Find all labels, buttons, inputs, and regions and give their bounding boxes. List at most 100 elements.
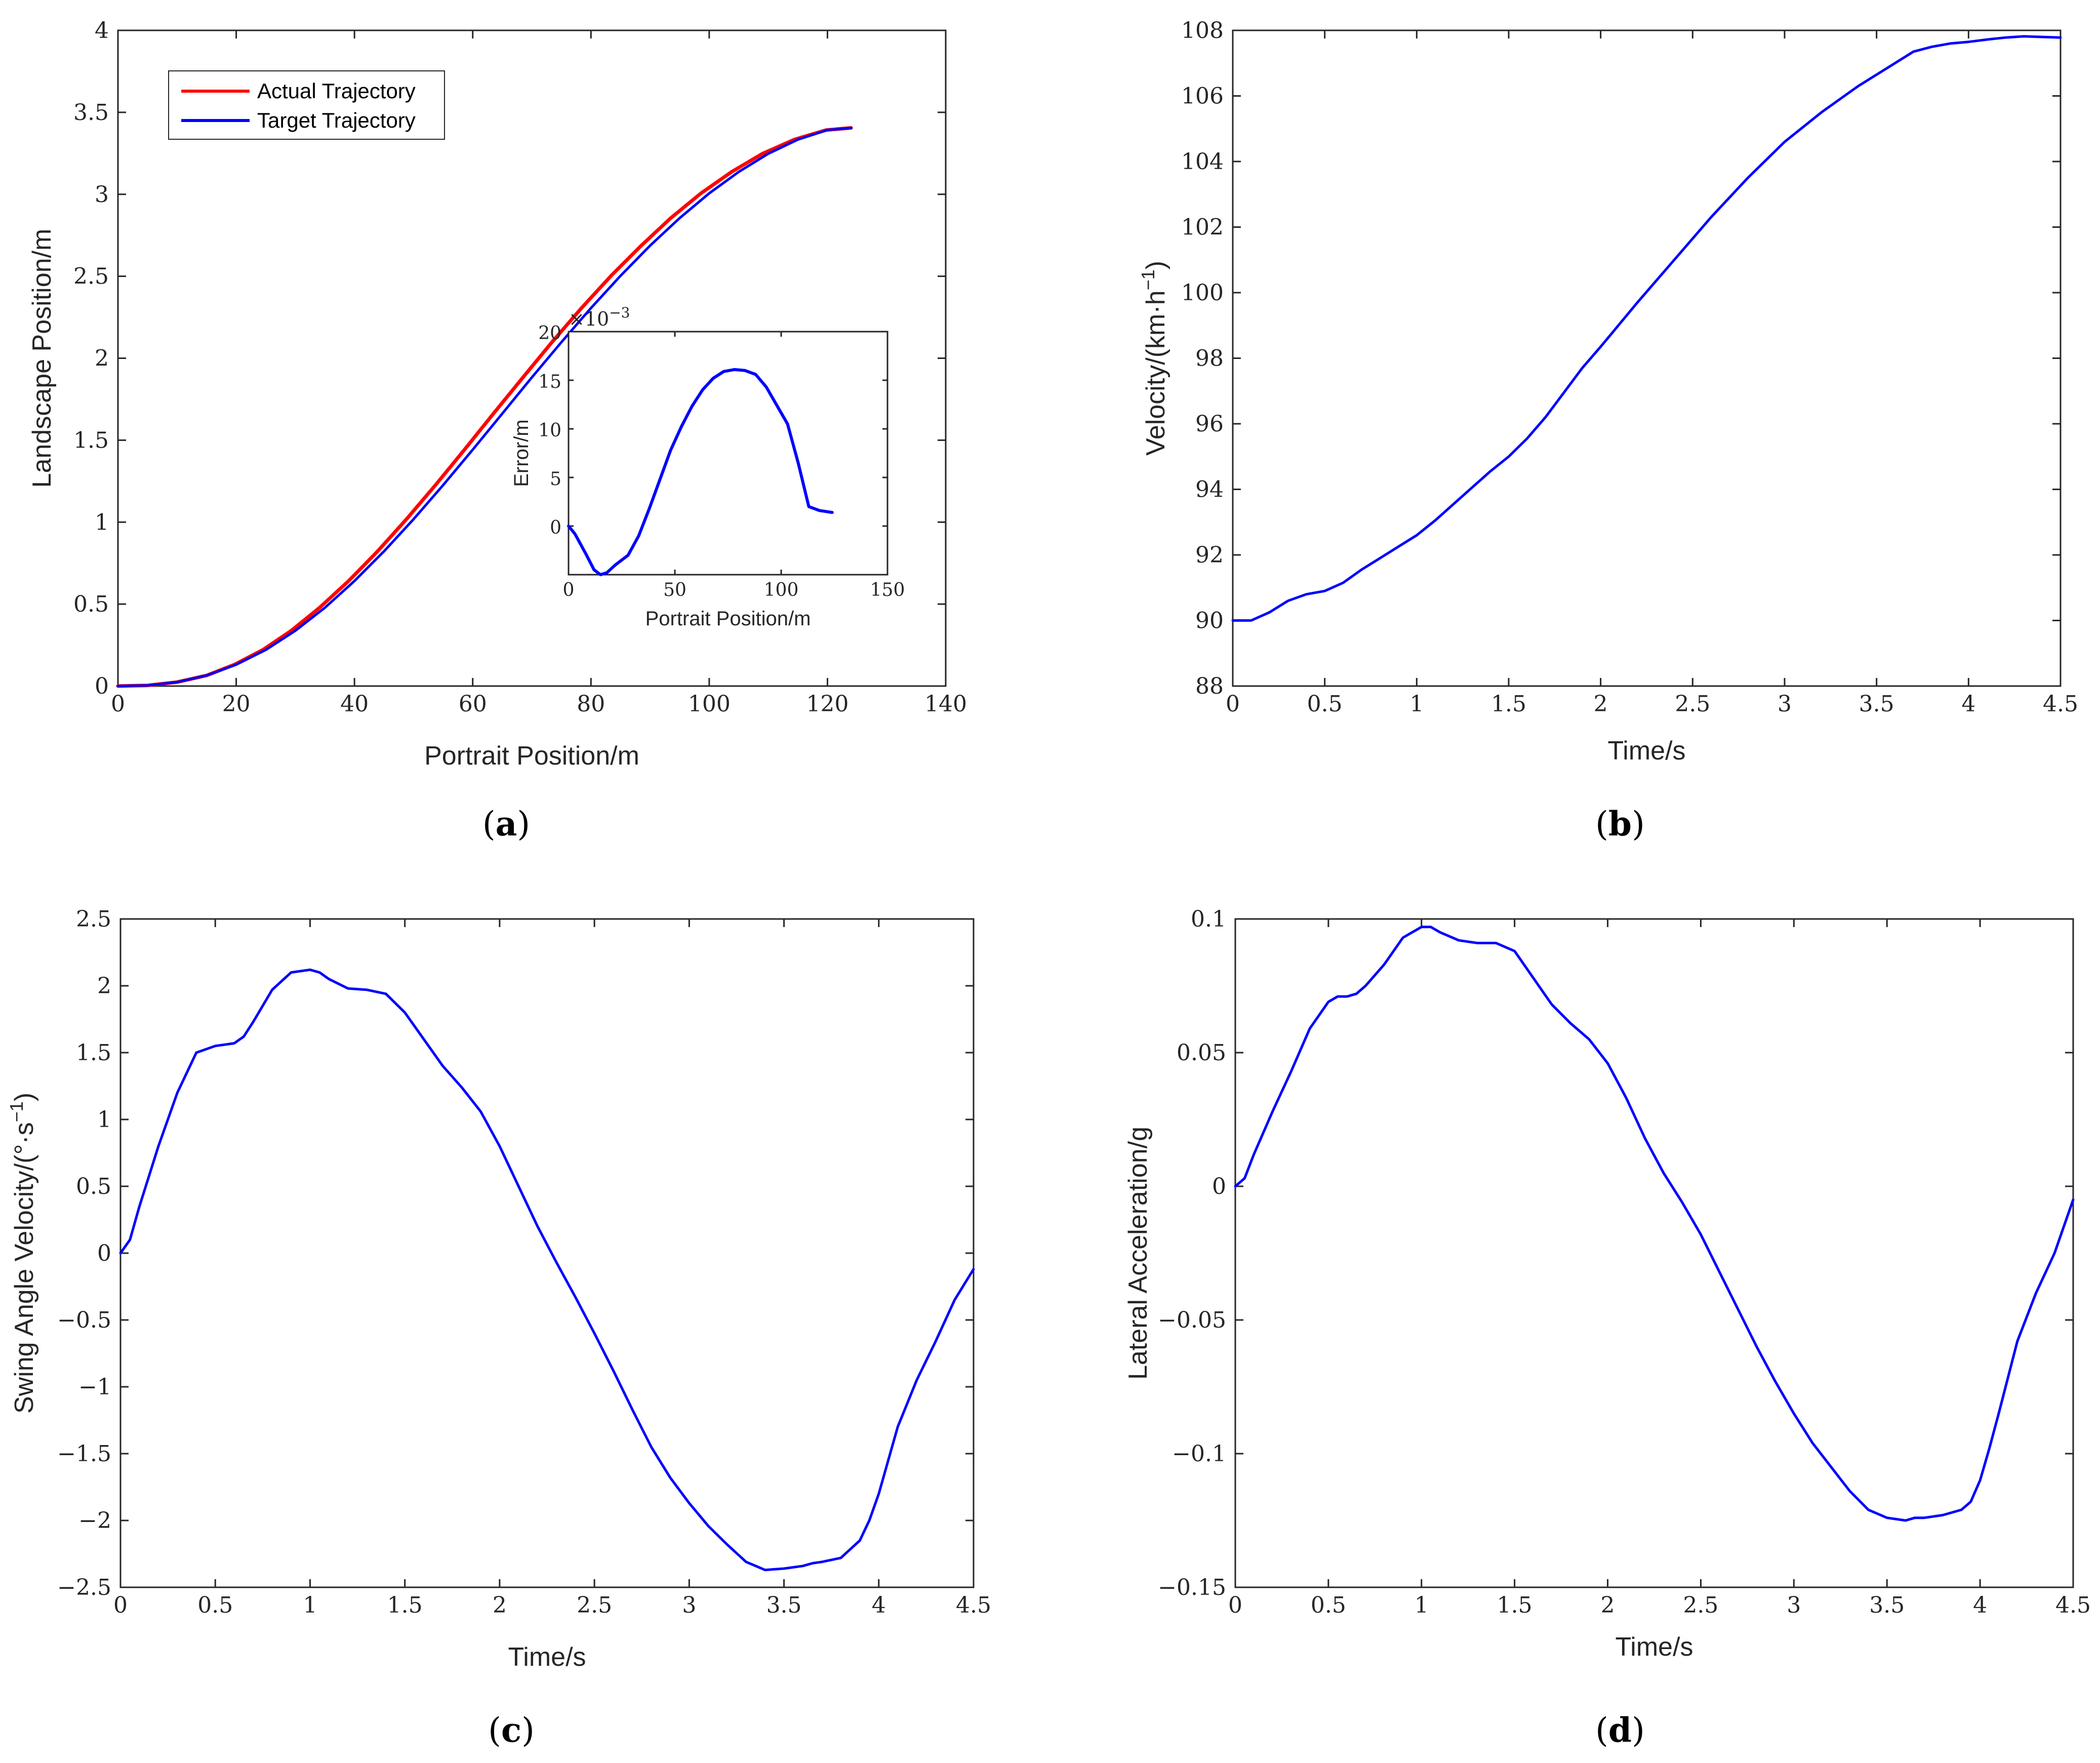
chart-c-y-tick-label: 0.5 — [76, 1174, 111, 1199]
chart-a-inset-axes-frame — [568, 331, 889, 576]
chart-c-x-tick-label: 4 — [872, 1592, 886, 1618]
chart-b-x-axis-label: Time/s — [1607, 736, 1685, 766]
chart-d-x-tick-label: 2 — [1601, 1592, 1615, 1618]
chart-d-x-tick-label: 1.5 — [1497, 1592, 1532, 1618]
chart-b-panel-label: (b) — [1595, 804, 1645, 844]
chart-b-x-tick-label: 0.5 — [1307, 691, 1343, 717]
chart-a-legend-label-target: Target Trajectory — [257, 108, 416, 132]
chart-c-x-tick-label: 1 — [303, 1592, 317, 1618]
chart-c-y-tick-label: 1 — [97, 1107, 111, 1133]
chart-c-y-tick-label: 1.5 — [76, 1040, 111, 1066]
chart-a-inset-x-axis-label: Portrait Position/m — [645, 608, 811, 630]
chart-c-y-tick-label: −1.5 — [57, 1441, 111, 1467]
chart-c-y-tick-label: 2 — [97, 973, 111, 999]
chart-c-x-tick-label: 0 — [113, 1592, 128, 1618]
chart-d-x-tick-label: 0 — [1228, 1592, 1242, 1618]
chart-c-x-tick-label: 2.5 — [577, 1592, 612, 1618]
chart-b-x-tick-label: 0 — [1226, 691, 1240, 717]
chart-a-x-tick-label: 40 — [340, 691, 369, 717]
chart-a-inset-y-tick-label: 20 — [538, 323, 561, 344]
chart-c-y-tick-label: 2.5 — [76, 906, 111, 932]
chart-a-y-tick-label: 2.5 — [73, 264, 109, 290]
chart-a-y-tick-label: 2 — [95, 346, 109, 372]
chart-a-x-axis-label: Portrait Position/m — [424, 741, 639, 771]
chart-a-x-tick-label: 80 — [577, 691, 605, 717]
chart-a: 0 20 40 60 80 100 120 14000.511.522.533.54Portr… — [27, 18, 967, 844]
chart-a-inset-x-tick-label: 150 — [870, 580, 905, 600]
chart-a-inset-y-tick-label: 15 — [538, 372, 561, 392]
chart-a-inset-x-tick-label: 100 — [764, 580, 799, 600]
chart-c-panel-label: (c) — [488, 1710, 535, 1750]
chart-d-y-tick-label: 0.05 — [1177, 1040, 1226, 1066]
chart-a-x-tick-label: 100 — [688, 691, 731, 717]
chart-d-x-tick-label: 0.5 — [1311, 1592, 1346, 1618]
chart-d-series-lateral-acceleration — [1234, 926, 2075, 1522]
chart-a-inset-x-tick-label: 50 — [663, 580, 686, 600]
chart-b-y-tick-label: 102 — [1181, 215, 1224, 241]
chart-b-y-tick-label: 94 — [1195, 477, 1224, 503]
chart-a-y-tick-label: 3.5 — [73, 100, 109, 126]
chart-c-x-tick-label: 2 — [493, 1592, 507, 1618]
chart-d-axes-frame — [1234, 918, 2074, 1588]
chart-c-x-tick-label: 1.5 — [387, 1592, 423, 1618]
chart-d-y-tick-label: −0.1 — [1172, 1441, 1226, 1467]
chart-b-series-velocity — [1231, 35, 2062, 622]
chart-a-y-axis-label: Landscape Position/m — [27, 229, 57, 488]
chart-b-y-axis-label: Velocity/(km·h−1) — [1138, 261, 1171, 456]
chart-d-y-tick-label: 0 — [1212, 1174, 1226, 1199]
chart-b-y-tick-label: 100 — [1181, 280, 1224, 306]
chart-d: 0 0.5 1 1.5 2 2.5 3 3.5 4 4.5 −0.15 −0.1 −0.05 0 0.05 0… — [1123, 906, 2091, 1750]
chart-a-x-tick-label: 140 — [924, 691, 967, 717]
chart-a-x-tick-label: 20 — [222, 691, 251, 717]
chart-a-y-tick-label: 1.5 — [73, 427, 109, 453]
chart-c-y-tick-label: −1 — [78, 1374, 111, 1400]
chart-c-series-swing-angle-velocity — [119, 968, 975, 1572]
chart-d-y-axis-label: Lateral Acceleration/g — [1123, 1127, 1153, 1380]
chart-a-legend-label-actual: Actual Trajectory — [257, 79, 416, 103]
chart-c-x-axis-label: Time/s — [508, 1642, 586, 1672]
chart-a-inset-y-tick-label: 0 — [550, 517, 561, 538]
chart-a-series-target-trajectory — [116, 127, 853, 688]
chart-a-panel-label: (a) — [482, 804, 530, 844]
chart-a-y-tick-label: 0.5 — [73, 591, 109, 617]
chart-a-inset-background — [569, 332, 887, 575]
chart-a-y-tick-label: 3 — [95, 182, 109, 208]
chart-b-x-tick-label: 4 — [1961, 691, 1975, 717]
chart-b-x-tick-label: 2.5 — [1675, 691, 1710, 717]
chart-b-y-tick-label: 104 — [1181, 149, 1224, 175]
chart-c-y-tick-label: −2.5 — [57, 1575, 111, 1600]
chart-c-y-tick-label: 0 — [97, 1240, 111, 1266]
chart-c-x-tick-label: 0.5 — [197, 1592, 233, 1618]
chart-b-y-tick-label: 96 — [1195, 411, 1224, 437]
chart-c-y-tick-label: −0.5 — [57, 1307, 111, 1333]
chart-d-x-axis-label: Time/s — [1615, 1632, 1693, 1662]
chart-d-x-tick-label: 4.5 — [2055, 1592, 2091, 1618]
chart-d-x-tick-label: 1 — [1415, 1592, 1429, 1618]
chart-b: 0 0.5 1 1.5 2 2.5 3 3.5 4 4.5 88 90 92 94 96 98 100 102 10… — [1138, 18, 2078, 844]
chart-b-y-tick-label: 92 — [1195, 542, 1224, 568]
chart-b-x-tick-label: 2 — [1594, 691, 1608, 717]
chart-b-x-tick-label: 1 — [1409, 691, 1424, 717]
chart-b-x-tick-label: 4.5 — [2043, 691, 2078, 717]
chart-a-x-tick-label: 0 — [111, 691, 125, 717]
chart-d-panel-label: (d) — [1595, 1710, 1645, 1750]
chart-a-inset-x-tick-label: 0 — [563, 580, 575, 600]
chart-b-x-tick-label: 1.5 — [1491, 691, 1526, 717]
chart-a-inset-y-tick-label: 5 — [550, 469, 561, 490]
chart-c-y-tick-label: −2 — [78, 1508, 111, 1534]
chart-d-x-tick-label: 2.5 — [1683, 1592, 1718, 1618]
chart-d-y-tick-label: 0.1 — [1191, 906, 1226, 932]
chart-d-y-tick-label: −0.05 — [1158, 1307, 1226, 1333]
chart-b-x-tick-label: 3.5 — [1859, 691, 1894, 717]
chart-c: 0 0.5 1 1.5 2 2.5 3 3.5 4 4.5 −2.5 −2 −1.5 −1 −0.5 0 0.5… — [6, 906, 991, 1750]
chart-c-x-tick-label: 3 — [682, 1592, 696, 1618]
chart-a-inset: 0 50 100 150 0 5 10 15 20 Portrait Position/m Erro… — [510, 304, 905, 630]
chart-a-legend: Actual Trajectory Target Trajectory — [168, 70, 445, 140]
chart-a-inset-y-tick-label: 10 — [538, 420, 561, 441]
chart-b-y-tick-label: 98 — [1195, 346, 1224, 372]
chart-a-y-tick-label: 1 — [95, 509, 109, 535]
chart-c-x-tick-label: 3.5 — [766, 1592, 802, 1618]
chart-b-y-tick-label: 90 — [1195, 608, 1224, 634]
